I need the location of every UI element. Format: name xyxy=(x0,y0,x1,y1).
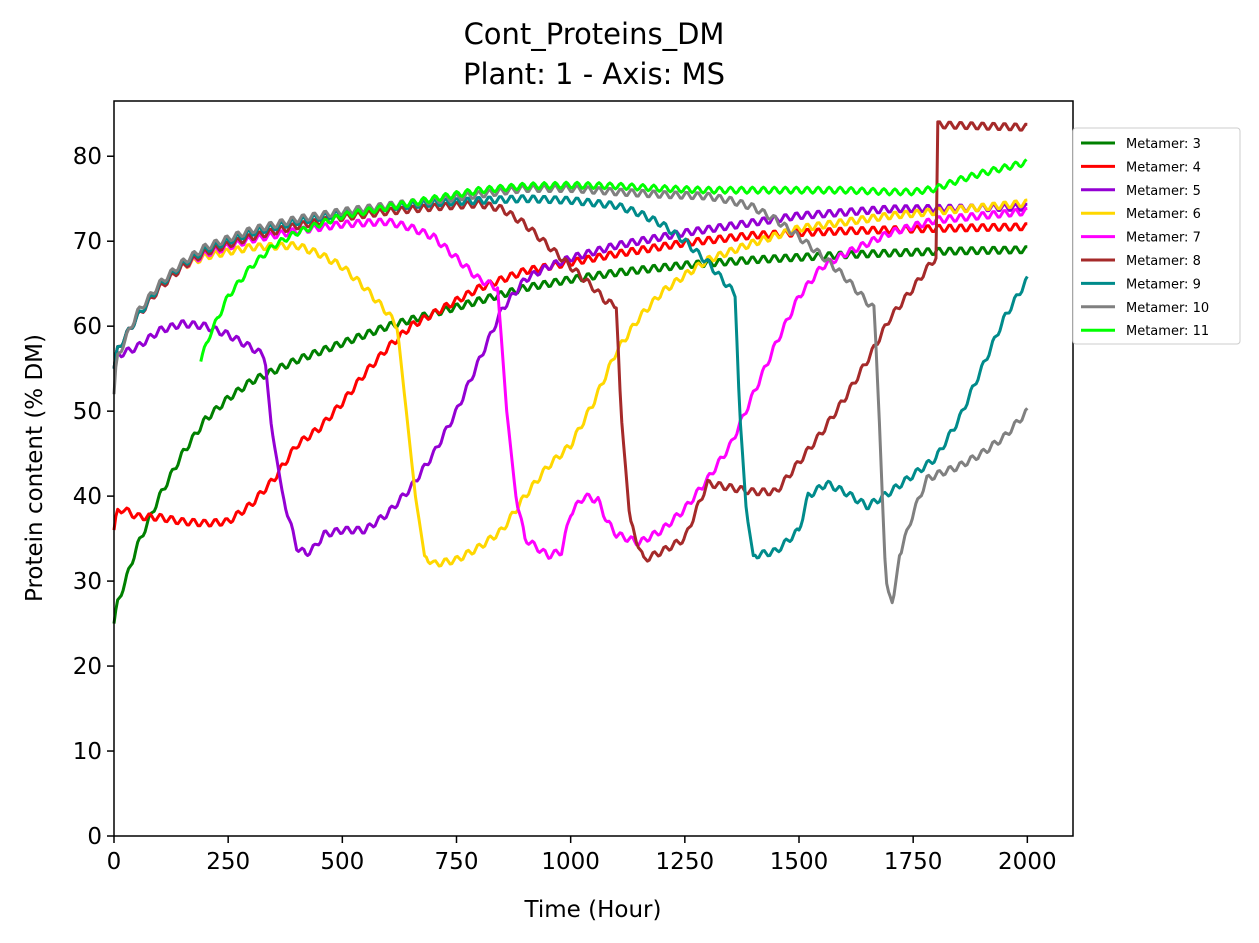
series-line-metamer-6 xyxy=(112,198,1028,568)
y-tick-label: 80 xyxy=(73,144,102,170)
y-tick-label: 50 xyxy=(73,399,102,425)
y-tick-label: 60 xyxy=(73,314,102,340)
series-layer xyxy=(112,120,1029,624)
legend-label: Metamer: 10 xyxy=(1126,301,1209,316)
x-tick-label: 2000 xyxy=(998,849,1057,875)
legend: Metamer: 3 Metamer: 4 Metamer: 5 Metamer: 6… xyxy=(1072,127,1241,345)
x-tick-label: 1750 xyxy=(884,849,943,875)
legend-label: Metamer: 3 xyxy=(1126,137,1201,152)
legend-label: Metamer: 5 xyxy=(1126,184,1201,199)
plot-frame xyxy=(113,100,1074,837)
y-tick-label: 10 xyxy=(73,739,102,765)
x-tick-label: 500 xyxy=(320,849,364,875)
chart-title: Cont_Proteins_DM xyxy=(464,17,725,51)
series-line-metamer-10 xyxy=(112,184,1029,605)
series-line-metamer-4 xyxy=(112,222,1028,531)
x-axis: 0 250 500 750 1000 1250 1500 1750 2000 xyxy=(107,836,1057,875)
legend-label: Metamer: 9 xyxy=(1126,277,1201,292)
x-tick-label: 250 xyxy=(206,849,250,875)
y-axis: 0 10 20 30 40 50 60 70 80 xyxy=(73,144,114,850)
x-tick-label: 1250 xyxy=(656,849,715,875)
y-tick-label: 70 xyxy=(73,229,102,255)
y-tick-label: 40 xyxy=(73,484,102,510)
x-tick-label: 0 xyxy=(107,849,122,875)
y-tick-label: 0 xyxy=(87,824,102,850)
series-line-metamer-7 xyxy=(112,207,1028,560)
series-line-metamer-11 xyxy=(199,158,1028,362)
legend-label: Metamer: 7 xyxy=(1126,231,1201,246)
x-axis-label: Time (Hour) xyxy=(524,897,662,923)
legend-label: Metamer: 8 xyxy=(1126,254,1201,269)
legend-box xyxy=(1072,127,1241,345)
legend-label: Metamer: 11 xyxy=(1126,324,1209,339)
legend-label: Metamer: 4 xyxy=(1126,160,1201,175)
chart-subtitle: Plant: 1 - Axis: MS xyxy=(463,57,725,91)
x-tick-label: 750 xyxy=(435,849,479,875)
x-tick-label: 1500 xyxy=(770,849,829,875)
x-tick-label: 1000 xyxy=(541,849,600,875)
y-axis-label: Protein content (% DM) xyxy=(22,334,48,602)
y-tick-label: 20 xyxy=(73,654,102,680)
series-line-metamer-5 xyxy=(112,202,1028,557)
y-tick-label: 30 xyxy=(73,569,102,595)
legend-label: Metamer: 6 xyxy=(1126,207,1201,222)
